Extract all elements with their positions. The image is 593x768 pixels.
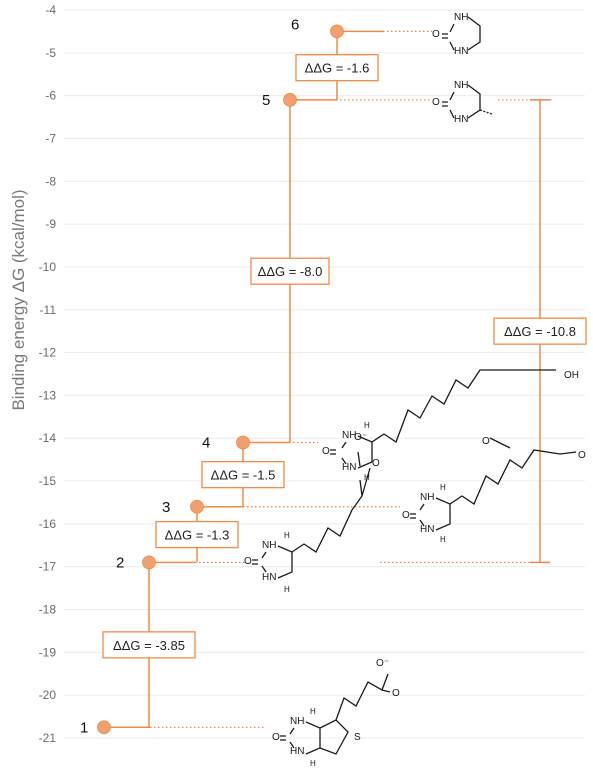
data-point bbox=[283, 93, 297, 107]
atom-s: S bbox=[354, 732, 361, 743]
ddg-label: ΔΔG = -1.6 bbox=[305, 61, 370, 76]
atom-o: O bbox=[322, 446, 330, 457]
ddg-label: ΔΔG = -3.85 bbox=[113, 638, 185, 653]
ddg-annotation: ΔΔG = -10.8 bbox=[493, 317, 587, 345]
y-tick-label: -18 bbox=[39, 603, 57, 617]
y-tick-label: -16 bbox=[39, 517, 57, 531]
connectors bbox=[104, 30, 550, 729]
point-label: 3 bbox=[162, 499, 170, 516]
atom-h: H bbox=[310, 759, 316, 768]
y-tick-label: -10 bbox=[39, 260, 57, 274]
atom-h: H bbox=[310, 707, 316, 716]
atom-o: O bbox=[272, 732, 280, 743]
ddg-annotation: ΔΔG = -1.5 bbox=[201, 460, 285, 489]
atom-hn: HN bbox=[262, 572, 276, 583]
ddg-annotations: ΔΔG = -3.85 ΔΔG = -1.3 ΔΔG = -1.5 ΔΔG = -8.… bbox=[102, 54, 587, 659]
ddg-annotation: ΔΔG = -3.85 bbox=[102, 631, 196, 659]
y-tick-label: -5 bbox=[45, 46, 56, 60]
y-tick-label: -13 bbox=[39, 388, 57, 402]
atom-h: H bbox=[364, 421, 370, 430]
ddg-box bbox=[295, 54, 379, 82]
y-tick-label: -7 bbox=[45, 131, 56, 145]
atom-h: H bbox=[440, 483, 446, 492]
atom-o-dbl: O bbox=[372, 458, 380, 469]
molecule-3: O O NH HN O H H bbox=[402, 436, 586, 544]
molecule-6: NH HN O bbox=[432, 12, 481, 57]
atom-o-dbl: O bbox=[578, 450, 586, 461]
atom-nh: NH bbox=[342, 430, 356, 441]
atom-hn: HN bbox=[454, 46, 468, 57]
atom-hn: HN bbox=[342, 462, 356, 473]
ddg-label: ΔΔG = -1.5 bbox=[211, 468, 276, 483]
ddg-label: ΔΔG = -8.0 bbox=[258, 264, 323, 279]
atom-nh: NH bbox=[454, 80, 468, 91]
data-point bbox=[142, 555, 156, 570]
atom-o: O bbox=[402, 510, 410, 521]
ddg-box bbox=[102, 631, 196, 659]
ddg-box bbox=[201, 460, 285, 489]
molecule-5: NH HN O bbox=[432, 80, 493, 125]
point-label: 4 bbox=[202, 435, 210, 452]
ddg-box bbox=[493, 317, 587, 345]
point-label: 5 bbox=[262, 92, 270, 109]
y-tick-label: -15 bbox=[39, 474, 57, 488]
atom-hn: HN bbox=[420, 524, 434, 535]
atom-h: H bbox=[284, 531, 290, 540]
y-tick-label: -19 bbox=[39, 645, 57, 659]
data-point bbox=[97, 720, 111, 735]
atom-nh: NH bbox=[290, 716, 304, 727]
y-axis-title: Binding energy ΔG (kcal/mol) bbox=[9, 189, 28, 410]
point-label: 2 bbox=[116, 554, 124, 571]
dotted-leaders bbox=[150, 30, 552, 728]
molecule-1: O⁻ O NH HN O S H H bbox=[272, 658, 400, 768]
y-tick-label: -21 bbox=[39, 731, 57, 745]
atom-o: O bbox=[432, 97, 440, 108]
ddg-label: ΔΔG = -10.8 bbox=[504, 324, 576, 339]
data-point bbox=[236, 435, 250, 450]
y-axis-ticks: -4 -5 -6 -7 -8 -9 -10 -11 -12 -13 -14 -15 -16 -17 -18 -… bbox=[39, 3, 57, 745]
atom-o-minus: O⁻ bbox=[354, 432, 367, 443]
atom-nh: NH bbox=[454, 12, 468, 23]
ddg-annotation: ΔΔG = -1.3 bbox=[155, 520, 239, 549]
y-tick-label: -17 bbox=[39, 560, 57, 574]
atom-hn: HN bbox=[454, 114, 468, 125]
y-tick-label: -14 bbox=[39, 431, 57, 445]
atom-h: H bbox=[440, 535, 446, 544]
y-tick-label: -6 bbox=[45, 89, 56, 103]
y-tick-label: -11 bbox=[40, 303, 57, 317]
y-tick-label: -4 bbox=[45, 3, 56, 17]
point-label: 6 bbox=[291, 16, 299, 33]
atom-nh: NH bbox=[262, 540, 276, 551]
atom-o-dbl: O bbox=[392, 688, 400, 699]
molecule-2: O⁻ O NH HN O H H bbox=[244, 432, 380, 594]
atom-nh: NH bbox=[420, 492, 434, 503]
atom-o: O bbox=[244, 556, 252, 567]
ddg-annotation: ΔΔG = -8.0 bbox=[250, 257, 330, 285]
y-tick-label: -9 bbox=[45, 217, 56, 231]
grid bbox=[64, 9, 585, 739]
ddg-box bbox=[250, 257, 330, 285]
y-tick-label: -12 bbox=[39, 346, 57, 360]
atom-h: H bbox=[284, 585, 290, 594]
ddg-label: ΔΔG = -1.3 bbox=[165, 528, 230, 543]
molecule-4: OH NH HN O H H bbox=[322, 369, 579, 482]
ddg-box bbox=[155, 520, 239, 549]
data-point bbox=[190, 499, 204, 514]
data-point bbox=[330, 24, 344, 39]
point-labels: 1 2 3 4 5 6 bbox=[80, 16, 299, 736]
atom-o: O bbox=[432, 29, 440, 40]
atom-o: O bbox=[482, 436, 490, 447]
atom-hn: HN bbox=[290, 746, 304, 757]
data-points bbox=[97, 24, 344, 735]
ddg-annotation: ΔΔG = -1.6 bbox=[295, 54, 379, 82]
point-label: 1 bbox=[80, 719, 88, 736]
atom-o-minus: O⁻ bbox=[376, 658, 389, 669]
y-tick-label: -8 bbox=[45, 174, 56, 188]
molecule-structures: NH HN O NH HN O OH NH HN O H H O O NH bbox=[244, 12, 586, 768]
y-tick-label: -20 bbox=[39, 688, 57, 702]
atom-oh: OH bbox=[564, 370, 579, 381]
